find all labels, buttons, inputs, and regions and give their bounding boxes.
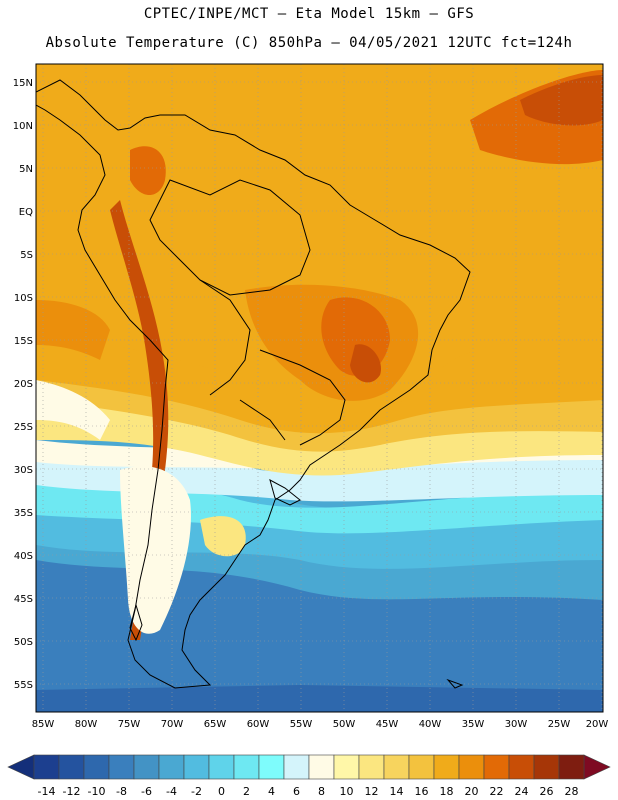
colorbar-label: 14 (390, 785, 404, 798)
colorbar-label: 22 (490, 785, 504, 798)
map-title-line2: Absolute Temperature (C) 850hPa – 04/05/… (45, 35, 573, 51)
colorbar-swatch (233, 754, 260, 780)
colorbar-swatch (508, 754, 535, 780)
lat-label: 15S (14, 336, 33, 347)
colorbar-swatch (483, 754, 510, 780)
colorbar-swatch (58, 754, 85, 780)
colorbar-label: 28 (565, 785, 579, 798)
colorbar-label: -12 (63, 785, 81, 798)
colorbar-swatch (183, 754, 210, 780)
colorbar-right-arrow (583, 754, 611, 780)
colorbar-label: -2 (191, 785, 202, 798)
lat-label: 40S (14, 551, 33, 562)
lat-label: 55S (14, 680, 33, 691)
colorbar-label: 6 (293, 785, 300, 798)
lat-label: 15N (13, 78, 33, 89)
lat-label: 45S (14, 594, 33, 605)
colorbar-swatch (558, 754, 585, 780)
longitude-labels: 85W 80W 75W 70W 65W 60W 55W 50W 45W 40W … (32, 719, 609, 730)
colorbar-swatch (308, 754, 335, 780)
colorbar-label: -8 (116, 785, 127, 798)
graticule (36, 64, 603, 712)
lat-label: 5N (19, 164, 33, 175)
colorbar-swatch (158, 754, 185, 780)
colorbar-swatch (333, 754, 360, 780)
colorbar-label: 18 (440, 785, 454, 798)
lon-label: 35W (462, 719, 485, 730)
lat-label: 25S (14, 422, 33, 433)
colorbar-swatch (383, 754, 410, 780)
colorbar-label: 8 (318, 785, 325, 798)
colorbar-swatch (108, 754, 135, 780)
colorbar-swatch (208, 754, 235, 780)
colorbar-label: -6 (141, 785, 152, 798)
colorbar-swatch (358, 754, 385, 780)
colorbar-swatch (458, 754, 485, 780)
colorbar-label: -4 (166, 785, 177, 798)
lat-label: 20S (14, 379, 33, 390)
map-title-line1: CPTEC/INPE/MCT – Eta Model 15km – GFS (143, 6, 475, 22)
lon-label: 25W (548, 719, 571, 730)
lon-label: 30W (505, 719, 528, 730)
lon-label: 70W (161, 719, 184, 730)
lon-label: 80W (75, 719, 98, 730)
lon-label: 85W (32, 719, 55, 730)
colorbar-label: 16 (415, 785, 429, 798)
colorbar-swatch (83, 754, 110, 780)
colorbar-left-arrow (7, 754, 35, 780)
lon-label: 65W (204, 719, 227, 730)
lat-label: 50S (14, 637, 33, 648)
colorbar-label: 4 (268, 785, 275, 798)
colorbar-swatch (283, 754, 310, 780)
lat-label: EQ (19, 207, 33, 218)
lat-label: 35S (14, 508, 33, 519)
colorbar-label: 20 (465, 785, 479, 798)
lon-label: 50W (333, 719, 356, 730)
colorbar-swatch (258, 754, 285, 780)
colorbar-swatch (408, 754, 435, 780)
temperature-field (36, 64, 603, 712)
colorbar-label: 26 (540, 785, 554, 798)
lon-label: 20W (586, 719, 609, 730)
colorbar-swatch (33, 754, 60, 780)
colorbar-label: 2 (243, 785, 250, 798)
colorbar: -14 -12 -10 -8 -6 -4 -2 0 2 4 6 8 10 12 14 16 18 20 22 24 26… (7, 754, 611, 798)
colorbar-swatch (533, 754, 560, 780)
coastlines (36, 79, 471, 689)
colorbar-label: 24 (515, 785, 529, 798)
lon-label: 40W (419, 719, 442, 730)
colorbar-label: 10 (340, 785, 354, 798)
lon-label: 55W (290, 719, 313, 730)
colorbar-label: 12 (365, 785, 379, 798)
lon-label: 75W (118, 719, 141, 730)
latitude-labels: 15N 10N 5N EQ 5S 10S 15S 20S 25S 30S 35S… (13, 78, 33, 691)
lat-label: 5S (20, 250, 33, 261)
colorbar-swatch (433, 754, 460, 780)
lat-label: 10N (13, 121, 33, 132)
map-frame (35, 63, 604, 713)
lat-label: 10S (14, 293, 33, 304)
colorbar-label: -10 (88, 785, 106, 798)
lon-label: 45W (376, 719, 399, 730)
colorbar-swatch (133, 754, 160, 780)
colorbar-label: 0 (218, 785, 225, 798)
lon-label: 60W (247, 719, 270, 730)
lat-label: 30S (14, 465, 33, 476)
colorbar-label: -14 (38, 785, 56, 798)
